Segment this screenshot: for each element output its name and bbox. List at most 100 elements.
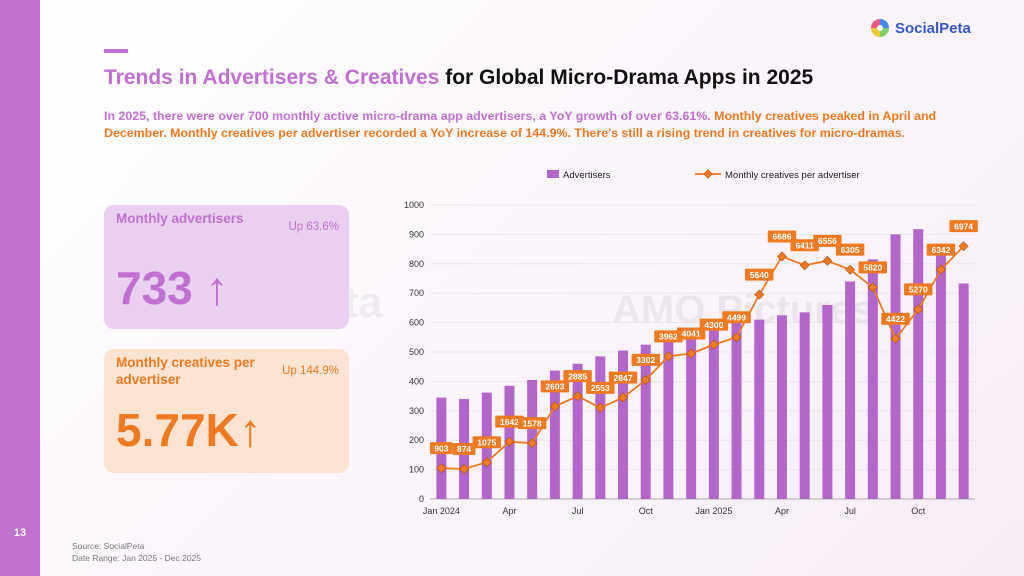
advertisers-bar [640,344,651,499]
source-note: Source: SocialPeta Date Range: Jan 2025 … [72,540,201,564]
advertisers-bar [686,331,697,499]
advertisers-bar [731,322,742,499]
creatives-data-label: 874 [457,444,471,454]
creatives-data-label-box [858,261,888,274]
creatives-data-label-box [949,220,978,233]
creatives-data-label-box [563,370,592,383]
advertisers-bar [867,259,878,499]
y-tick-label: 300 [409,406,424,416]
creatives-data-label-box [767,230,797,243]
creatives-data-label-box [631,353,660,366]
advertisers-bar [549,370,560,499]
creatives-data-label: 903 [434,443,448,453]
creatives-data-label: 2847 [614,373,633,383]
creatives-data-label-box [790,239,819,252]
subtitle-creatives: Monthly creatives peaked in April and De… [104,109,937,140]
creatives-marker [481,457,492,468]
creatives-marker [686,348,697,359]
creatives-marker [504,436,515,447]
creatives-data-label: 4499 [727,313,746,323]
page-number: 13 [13,527,27,539]
creatives-marker [459,464,470,474]
creatives-marker [731,332,742,343]
creatives-marker [618,392,628,403]
advertisers-bar [935,246,946,499]
creatives-data-label: 4422 [886,314,905,324]
creatives-data-label-box [745,268,774,281]
left-sidebar-bar [0,0,40,576]
brand-logo: SocialPeta [870,18,971,38]
creatives-marker [640,374,651,385]
creatives-data-label: 6556 [818,236,837,246]
creatives-data-label-box [654,330,683,343]
legend-creatives-label: Monthly creatives per advertiser [725,170,860,181]
advertisers-bar [618,350,629,499]
advertisers-bar [958,283,969,499]
creatives-data-label: 6305 [841,245,860,255]
x-tick-label: Apr [775,506,789,516]
creatives-marker [754,289,765,300]
advertisers-bar [754,319,765,499]
creatives-data-label: 5270 [909,285,928,295]
creatives-marker [822,255,833,266]
x-tick-label: Oct [911,506,926,516]
x-tick-label: Jan 2025 [695,506,732,516]
creatives-data-label-box [835,243,865,256]
advertisers-bar [776,315,787,499]
brand-name: SocialPeta [895,19,971,37]
x-tick-label: Jul [844,506,856,516]
page-title: Trends in Advertisers & Creatives for Gl… [104,66,813,90]
y-tick-label: 600 [409,318,424,328]
creatives-marker [958,241,969,252]
creatives-data-label: 1578 [523,418,542,428]
y-tick-label: 0 [419,494,424,504]
creatives-data-label-box [517,417,547,430]
subtitle-advertisers: In 2025, there were over 700 monthly act… [104,109,711,123]
title-accent-dash [104,49,128,53]
creatives-data-label: 6686 [773,232,792,242]
creatives-marker [799,260,810,271]
creatives-data-label: 2553 [591,383,610,393]
creatives-data-label-box [676,327,706,340]
socialpeta-logo-icon [871,19,889,37]
advertisers-bar [708,329,719,499]
creatives-data-label: 3302 [636,355,655,365]
creatives-data-label: 4300 [704,320,723,330]
advertisers-card: Monthly advertisers Up 63.6% 733 ↑ [104,205,349,329]
creatives-data-label: 1642 [500,417,519,427]
creatives-data-label: 5820 [863,263,882,273]
creatives-data-label: 3962 [659,332,678,342]
creatives-data-label-box [881,312,910,325]
advertisers-bar [845,281,856,499]
creatives-data-label: 1075 [477,437,496,447]
advertisers-card-growth: Up 63.6% [288,221,339,233]
creatives-line [441,245,965,470]
date-range-line: Date Range: Jan 2025 - Dec 2025 [72,553,202,563]
legend-advertisers-label: Advertisers [563,170,611,181]
creatives-marker [777,251,787,262]
y-tick-label: 700 [409,288,424,298]
x-tick-label: Oct [639,506,654,516]
source-line: Source: SocialPeta [72,541,145,551]
advertisers-card-value: 733 ↑ [116,262,229,314]
creatives-marker [549,401,560,412]
creatives-data-label-box [926,243,956,256]
creatives-data-label-box [472,436,501,449]
creatives-data-label-box [608,371,638,384]
y-tick-label: 900 [409,229,424,239]
advertisers-creatives-chart: 0 100 200 300 400 500 600 700 800 900 1000 Jan 2024… [404,169,978,516]
x-tick-label: Apr [502,506,516,516]
advertisers-bar [913,229,924,499]
creatives-data-label-box [586,381,615,394]
y-tick-label: 500 [409,347,424,357]
creatives-data-label-box [540,380,570,393]
creatives-data-label-box [495,415,524,428]
advertisers-bar [822,304,833,499]
creatives-data-label: 2603 [545,382,564,392]
creatives-data-label: 2885 [568,371,587,381]
legend-advertisers-swatch [547,170,559,178]
creatives-data-label-box [722,311,751,324]
creatives-data-label: 6411 [795,240,814,250]
creatives-data-label-box [429,442,453,455]
creatives-data-label: 6974 [954,221,973,231]
